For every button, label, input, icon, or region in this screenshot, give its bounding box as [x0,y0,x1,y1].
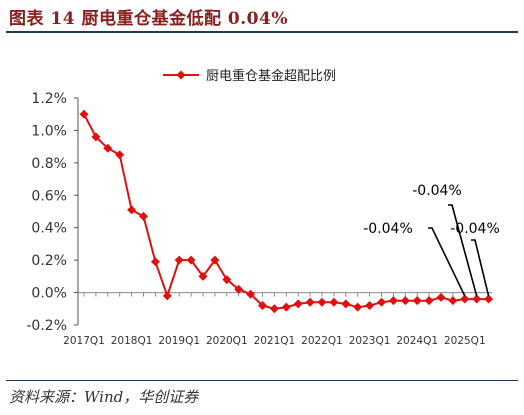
data-point [174,255,184,265]
x-tick-label: 2025Q1 [444,335,486,347]
y-tick-label: 0.2% [31,253,67,269]
data-point [305,297,315,307]
source-note: 资料来源：Wind，华创证券 [9,388,199,406]
annotation-leader [471,239,490,297]
line-chart: 1.2% 1.0% 0.8% 0.6% 0.4% 0.2% 0.0% -0.2%2017Q1 2… [26,68,500,347]
figure-title: 图表 14 厨电重仓基金低配 0.04% [9,9,288,29]
x-tick-label: 2019Q1 [158,335,200,347]
annotation-label: -0.04% [412,183,462,199]
annotation-label: -0.04% [450,221,500,237]
legend-label: 厨电重仓基金超配比例 [206,68,336,84]
series-line [83,113,489,310]
data-point [186,255,196,265]
data-point [329,297,339,307]
data-point [246,289,256,299]
data-point [436,292,446,302]
y-tick-label: 1.2% [31,91,67,107]
annotations: -0.04% -0.04% -0.04% [363,183,500,297]
x-tick-label: 2024Q1 [396,335,438,347]
x-tick-label: 2022Q1 [301,335,343,347]
data-point [258,301,267,311]
y-tick-label: 0.6% [31,188,67,204]
annotation-leader [428,227,466,297]
axis-layer: 1.2% 1.0% 0.8% 0.6% 0.4% 0.2% 0.0% -0.2%2017Q1 2… [26,91,492,347]
y-tick-label: 1.0% [31,123,67,139]
data-point [79,109,89,119]
y-tick-label: 0.0% [31,286,67,302]
data-point [269,304,279,314]
data-point [293,299,303,309]
data-point [210,255,220,265]
data-point [365,301,375,311]
annotation-label: -0.04% [363,221,413,237]
data-point [460,294,470,304]
legend-diamond-marker [176,70,186,80]
data-point [400,296,410,306]
x-tick-label: 2023Q1 [349,335,391,347]
x-tick-label: 2020Q1 [206,335,248,347]
y-tick-label: 0.8% [31,156,67,172]
data-point [222,275,232,285]
data-point [412,296,422,306]
series-layer [79,109,494,314]
data-point [317,297,327,307]
data-point [127,205,137,215]
title-rule [6,31,518,33]
data-point [91,132,101,142]
data-point [198,271,208,281]
x-tick-label: 2021Q1 [254,335,296,347]
y-tick-label: 0.4% [31,221,67,237]
annotation-leader [448,204,478,297]
data-point [139,211,148,221]
x-tick-label: 2018Q1 [111,335,153,347]
data-point [388,296,398,306]
data-point [448,296,458,306]
data-point [472,294,482,304]
data-point [353,302,363,312]
x-tick-label: 2017Q1 [63,335,105,347]
data-point [115,150,125,160]
data-point [103,143,113,153]
legend: 厨电重仓基金超配比例 [163,68,336,84]
data-point [162,291,172,301]
footer-rule [6,380,518,381]
data-point [341,299,351,309]
data-point [424,296,434,306]
data-point [234,284,244,294]
data-point [377,297,386,307]
data-point [484,294,494,304]
data-point [150,257,160,267]
data-point [281,302,291,312]
y-tick-label: -0.2% [26,318,67,334]
